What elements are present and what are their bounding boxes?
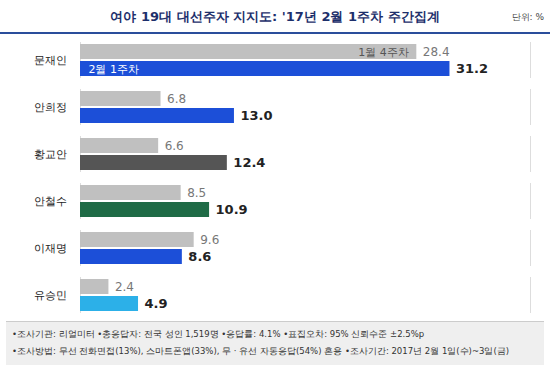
svg-text:1월 4주차: 1월 4주차 — [358, 46, 409, 59]
html-text:•조사기관: 리얼미터 •총응답자: 전국 성인 1,519: •조사기관: 리얼미터 •총응답자: 전국 성인 1,519명 •응답률: 4.… — [12, 329, 425, 339]
svg-text:31.2: 31.2 — [456, 61, 488, 76]
svg-text:4.9: 4.9 — [145, 296, 168, 311]
svg-text:6.8: 6.8 — [167, 92, 186, 106]
html-text:단위: %: 단위: % — [511, 12, 544, 22]
svg-text:안철수: 안철수 — [34, 195, 67, 208]
svg-text:안희정: 안희정 — [34, 101, 67, 114]
svg-text:28.4: 28.4 — [423, 45, 450, 59]
svg-text:황교안: 황교안 — [34, 148, 67, 161]
html-text:•조사방법: 무선 전화면접(13%), 스마트폰앱(33%: •조사방법: 무선 전화면접(13%), 스마트폰앱(33%), 무 · 유선 … — [12, 346, 510, 356]
svg-text:12.4: 12.4 — [233, 155, 265, 170]
svg-text:8.5: 8.5 — [187, 186, 206, 200]
svg-text:2월 1주차: 2월 1주차 — [89, 63, 140, 76]
svg-text:6.6: 6.6 — [165, 139, 184, 153]
svg-text:8.6: 8.6 — [188, 249, 211, 264]
svg-text:10.9: 10.9 — [216, 202, 248, 217]
svg-text:2.4: 2.4 — [115, 280, 134, 294]
svg-text:이재명: 이재명 — [34, 242, 67, 255]
svg-text:문재인: 문재인 — [34, 54, 67, 67]
svg-text:13.0: 13.0 — [240, 108, 272, 123]
svg-text:9.6: 9.6 — [200, 233, 219, 247]
html-text:여야 19대 대선주자 지지도: '17년 2월 1주차 주: 여야 19대 대선주자 지지도: '17년 2월 1주차 주간집계 — [110, 9, 440, 24]
svg-text:유승민: 유승민 — [34, 289, 67, 302]
